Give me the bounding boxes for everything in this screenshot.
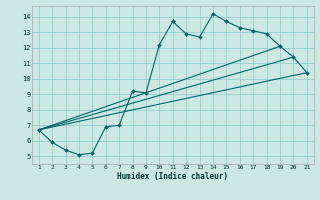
X-axis label: Humidex (Indice chaleur): Humidex (Indice chaleur): [117, 172, 228, 181]
